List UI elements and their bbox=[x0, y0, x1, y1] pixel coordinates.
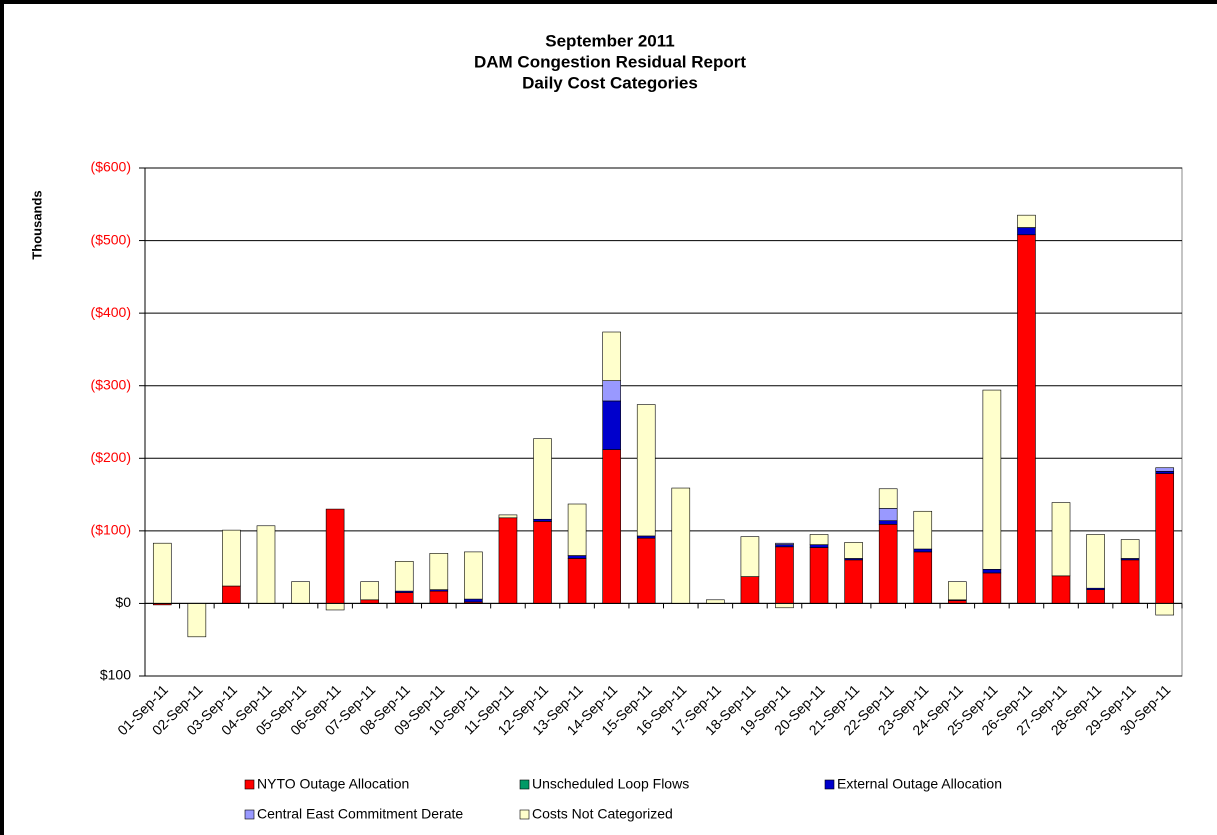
bar-segment bbox=[1086, 589, 1105, 604]
bar-segment bbox=[360, 581, 379, 601]
bar-segment bbox=[844, 559, 863, 604]
bar-segment bbox=[809, 534, 829, 545]
legend-swatch bbox=[824, 779, 835, 790]
bar-segment bbox=[636, 535, 656, 539]
bar-segment bbox=[1120, 559, 1140, 604]
legend-swatch bbox=[244, 779, 255, 790]
bar-segment bbox=[1155, 467, 1175, 472]
bar-segment bbox=[360, 599, 379, 604]
bar-segment bbox=[913, 510, 933, 550]
bar-segment bbox=[982, 569, 1002, 574]
bar-segment bbox=[671, 487, 691, 604]
bar-segment bbox=[1155, 473, 1175, 604]
bar-segment bbox=[256, 525, 276, 604]
bar-segment bbox=[948, 581, 967, 601]
bar-segment bbox=[878, 488, 898, 509]
y-tick-label: ($300) bbox=[91, 376, 131, 392]
bar-segment bbox=[1017, 234, 1036, 604]
bar-segment bbox=[533, 521, 552, 604]
bar-segment bbox=[1017, 214, 1036, 228]
bar-segment bbox=[1051, 502, 1071, 577]
y-tick-label: ($200) bbox=[91, 449, 131, 465]
y-tick-label: ($600) bbox=[91, 159, 131, 175]
bar-segment bbox=[844, 542, 863, 559]
bar-segment bbox=[1086, 534, 1105, 589]
legend-swatch bbox=[519, 779, 530, 790]
bar-segment bbox=[878, 524, 898, 604]
bar-segment bbox=[325, 508, 345, 604]
legend-swatch bbox=[519, 809, 530, 820]
y-tick-label: $0 bbox=[115, 594, 131, 610]
y-tick-label: $100 bbox=[100, 667, 131, 683]
bar-segment bbox=[429, 553, 449, 590]
bar-segment bbox=[325, 603, 345, 611]
bar-segment bbox=[809, 547, 829, 604]
legend-label: Central East Commitment Derate bbox=[257, 806, 463, 822]
bar-segment bbox=[982, 389, 1002, 570]
bar-segment bbox=[1120, 539, 1140, 559]
bar-segment bbox=[878, 508, 898, 521]
bar-segment bbox=[775, 546, 794, 604]
legend-label: Costs Not Categorized bbox=[532, 806, 673, 822]
bar-segment bbox=[775, 542, 794, 545]
bar-segment bbox=[740, 576, 760, 604]
bar-segment bbox=[222, 529, 241, 587]
bar-segment bbox=[464, 598, 483, 603]
bar-segment bbox=[878, 520, 898, 525]
y-tick-label: ($500) bbox=[91, 231, 131, 247]
bar-segment bbox=[602, 380, 621, 402]
bar-segment bbox=[982, 572, 1002, 604]
legend-swatch bbox=[244, 809, 255, 820]
bar-segment bbox=[602, 400, 621, 450]
bar-segment bbox=[1155, 471, 1175, 474]
bar-segment bbox=[498, 514, 518, 519]
bar-segment bbox=[636, 537, 656, 604]
chart-title: Daily Cost Categories bbox=[522, 73, 698, 92]
bar-segment bbox=[567, 558, 587, 604]
bar-segment bbox=[394, 592, 414, 604]
legend-label: External Outage Allocation bbox=[837, 776, 1002, 792]
legend-label: Unscheduled Loop Flows bbox=[532, 776, 689, 792]
bar-segment bbox=[152, 542, 172, 604]
bar-segment bbox=[222, 585, 241, 604]
bar-segment bbox=[602, 331, 621, 381]
bar-segment bbox=[602, 449, 621, 604]
bar-segment bbox=[740, 536, 760, 577]
bar-segment bbox=[775, 544, 794, 548]
bar-segment bbox=[1017, 227, 1036, 236]
bar-segment bbox=[636, 404, 656, 537]
bar-segment bbox=[567, 555, 587, 559]
bar-segment bbox=[775, 603, 794, 609]
bar-segment bbox=[394, 561, 414, 592]
bar-segment bbox=[1051, 575, 1071, 604]
bar-segment bbox=[913, 551, 933, 604]
chart-title: September 2011 bbox=[545, 31, 674, 50]
bar-segment bbox=[1155, 603, 1175, 616]
bar-segment bbox=[533, 518, 552, 522]
bar-segment bbox=[533, 438, 552, 520]
plot-area bbox=[144, 167, 1183, 677]
bar-segment bbox=[567, 503, 587, 556]
bar-segment bbox=[498, 517, 518, 604]
bar-segment bbox=[706, 599, 725, 604]
bar-segment bbox=[809, 544, 829, 548]
bar-segment bbox=[913, 548, 933, 553]
bar-segment bbox=[187, 603, 207, 638]
bar-segment bbox=[291, 581, 310, 604]
bar-segment bbox=[429, 590, 449, 604]
chart-title: DAM Congestion Residual Report bbox=[474, 52, 746, 71]
legend-label: NYTO Outage Allocation bbox=[257, 776, 409, 792]
bar-segment bbox=[464, 551, 483, 600]
y-tick-label: ($400) bbox=[91, 304, 131, 320]
y-axis-title: Thousands bbox=[29, 190, 44, 259]
y-tick-label: ($100) bbox=[91, 522, 131, 538]
